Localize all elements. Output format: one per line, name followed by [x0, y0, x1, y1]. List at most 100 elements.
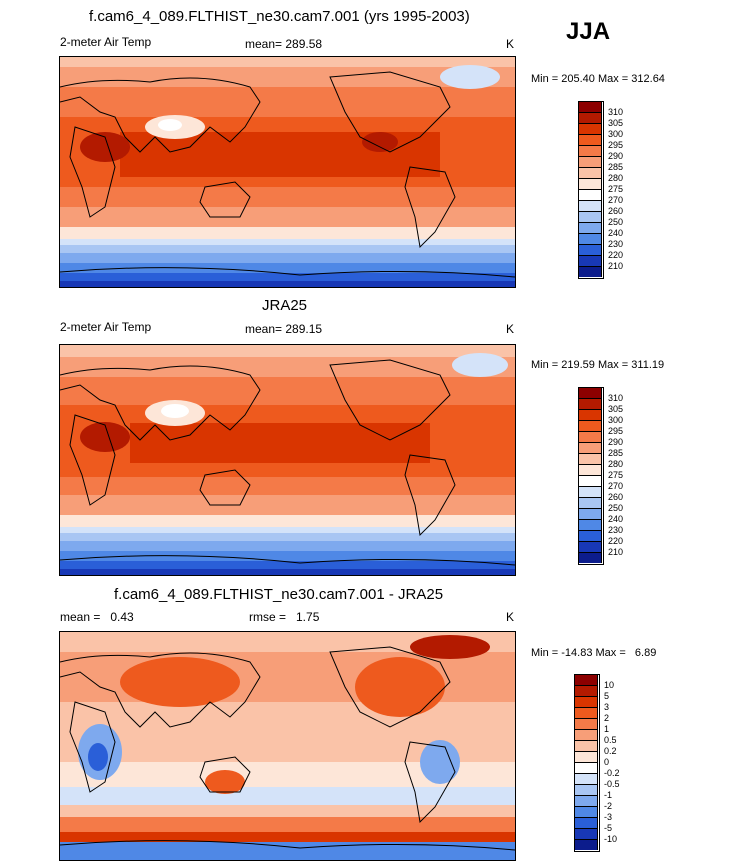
colorbar-tick-label: 0.2: [604, 746, 617, 756]
colorbar-tick-label: 280: [608, 459, 624, 469]
colorbar-tick-label: 0: [604, 757, 610, 767]
colorbar-tick-label: -3: [604, 812, 613, 822]
colorbar-tick-label: -5: [604, 823, 613, 833]
colorbar-swatch: [574, 784, 598, 795]
colorbar-tick-label: -10: [604, 834, 618, 844]
colorbar-tick-label: -2: [604, 801, 613, 811]
colorbar-tick-label: 280: [608, 173, 624, 183]
colorbar-swatch: [578, 167, 602, 178]
colorbar-swatch: [578, 255, 602, 266]
colorbar-tick-label: 305: [608, 404, 624, 414]
colorbar-swatch: [578, 398, 602, 409]
colorbar-swatch: [578, 222, 602, 233]
colorbar-swatch: [578, 134, 602, 145]
colorbar-swatch: [574, 839, 598, 850]
colorbar-tick-label: 290: [608, 151, 624, 161]
colorbar-swatch: [578, 112, 602, 123]
colorbar-tick-label: 230: [608, 239, 624, 249]
colorbar-tick-label: 2: [604, 713, 610, 723]
panel-1-title: f.cam6_4_089.FLTHIST_ne30.cam7.001 (yrs …: [89, 8, 470, 25]
colorbar-swatch: [578, 431, 602, 442]
colorbar-swatch: [578, 101, 602, 112]
panel-2-variable-label: 2-meter Air Temp: [60, 320, 152, 334]
colorbar-swatch: [578, 233, 602, 244]
colorbar-swatch: [578, 211, 602, 222]
colorbar-tick-label: 300: [608, 415, 624, 425]
colorbar-tick-label: 310: [608, 107, 624, 117]
colorbar-tick-label: 210: [608, 547, 624, 557]
colorbar-swatch: [578, 508, 602, 519]
colorbar-swatch: [574, 740, 598, 751]
colorbar-tick-label: 260: [608, 206, 624, 216]
colorbar-tick-label: 240: [608, 228, 624, 238]
colorbar-tick-label: -1: [604, 790, 613, 800]
colorbar-swatch: [574, 817, 598, 828]
colorbar-tick-label: 310: [608, 393, 624, 403]
colorbar-swatch: [578, 200, 602, 211]
colorbar-swatch: [574, 773, 598, 784]
colorbar-swatch: [578, 178, 602, 189]
colorbar-swatch: [574, 806, 598, 817]
colorbar-tick-label: 275: [608, 470, 624, 480]
panel-2-field: [60, 345, 515, 575]
panel-1-variable-label: 2-meter Air Temp: [60, 35, 152, 49]
colorbar-tick-label: 270: [608, 481, 624, 491]
colorbar-tick-label: 295: [608, 140, 624, 150]
colorbar-swatch: [578, 486, 602, 497]
panel-3-title: f.cam6_4_089.FLTHIST_ne30.cam7.001 - JRA…: [114, 586, 444, 603]
colorbar-tick-label: 270: [608, 195, 624, 205]
colorbar-tick-label: 305: [608, 118, 624, 128]
colorbar-tick-label: 10: [604, 680, 615, 690]
colorbar-swatch: [578, 497, 602, 508]
panel-2-map: [59, 344, 516, 576]
colorbar-tick-label: 220: [608, 536, 624, 546]
panel-2-minmax-label: Min = 219.59 Max = 311.19: [531, 359, 665, 371]
panel-3-units-label: K: [506, 610, 515, 624]
colorbar-swatch: [578, 266, 602, 277]
colorbar-swatch: [578, 541, 602, 552]
panel-3-mean-label: mean = 0.43: [60, 610, 134, 624]
colorbar-swatch: [574, 729, 598, 740]
colorbar-swatch: [578, 189, 602, 200]
colorbar-swatch: [578, 123, 602, 134]
colorbar-tick-label: 285: [608, 162, 624, 172]
colorbar-tick-label: 250: [608, 503, 624, 513]
colorbar-swatch: [578, 409, 602, 420]
colorbar-swatch: [574, 762, 598, 773]
colorbar-swatch: [578, 420, 602, 431]
colorbar-swatch: [578, 475, 602, 486]
colorbar-tick-label: 5: [604, 691, 610, 701]
colorbar-tick-label: 260: [608, 492, 624, 502]
colorbar-swatch: [574, 696, 598, 707]
colorbar-swatch: [578, 464, 602, 475]
colorbar-tick-label: 300: [608, 129, 624, 139]
colorbar-tick-label: 210: [608, 261, 624, 271]
colorbar-tick-label: 1: [604, 724, 610, 734]
colorbar-swatch: [578, 519, 602, 530]
colorbar-tick-label: 290: [608, 437, 624, 447]
colorbar-swatch: [574, 718, 598, 729]
colorbar-tick-label: 0.5: [604, 735, 617, 745]
colorbar-tick-label: -0.5: [604, 779, 620, 789]
colorbar-tick-label: 275: [608, 184, 624, 194]
colorbar-swatch: [574, 751, 598, 762]
panel-3-map: [59, 631, 516, 861]
panel-1-units-label: K: [506, 37, 515, 51]
colorbar-swatch: [578, 530, 602, 541]
panel-1-minmax-label: Min = 205.40 Max = 312.64: [531, 73, 665, 85]
colorbar-tick-label: 220: [608, 250, 624, 260]
panel-3-minmax-label: Min = -14.83 Max = 6.89: [531, 647, 657, 659]
colorbar-tick-label: -0.2: [604, 768, 620, 778]
panel-2-title: JRA25: [262, 297, 308, 314]
panel-1-field: [60, 57, 515, 287]
colorbar-swatch: [578, 453, 602, 464]
season-label: JJA: [566, 18, 611, 45]
panel-3-field: [60, 632, 515, 860]
colorbar-swatch: [578, 387, 602, 398]
colorbar-tick-label: 285: [608, 448, 624, 458]
colorbar-swatch: [578, 244, 602, 255]
panel-3-rmse-label: rmse = 1.75: [249, 610, 320, 624]
colorbar-swatch: [574, 707, 598, 718]
colorbar-swatch: [574, 674, 598, 685]
colorbar-tick-label: 240: [608, 514, 624, 524]
